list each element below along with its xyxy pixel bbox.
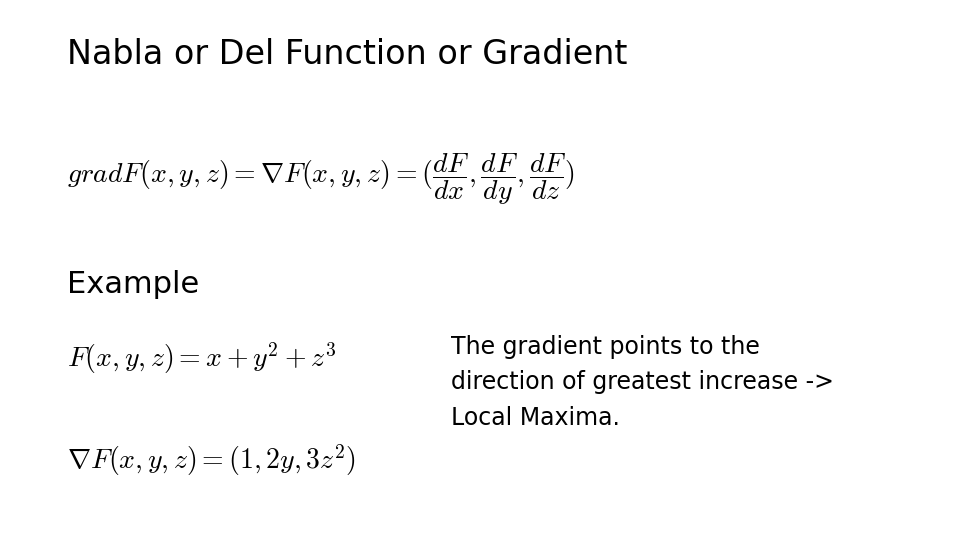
Text: $gradF(x, y, z) = \nabla F(x, y, z) = (\dfrac{dF}{dx}, \dfrac{dF}{dy}, \dfrac{dF: $gradF(x, y, z) = \nabla F(x, y, z) = (\…	[67, 151, 575, 207]
Text: Example: Example	[67, 270, 200, 299]
Text: The gradient points to the
direction of greatest increase ->
Local Maxima.: The gradient points to the direction of …	[451, 335, 834, 430]
Text: Nabla or Del Function or Gradient: Nabla or Del Function or Gradient	[67, 38, 628, 71]
Text: $\nabla F(x, y, z) = (1, 2y, 3z^2)$: $\nabla F(x, y, z) = (1, 2y, 3z^2)$	[67, 443, 356, 478]
Text: $F(x, y, z) = x + y^2 + z^3$: $F(x, y, z) = x + y^2 + z^3$	[67, 340, 336, 376]
